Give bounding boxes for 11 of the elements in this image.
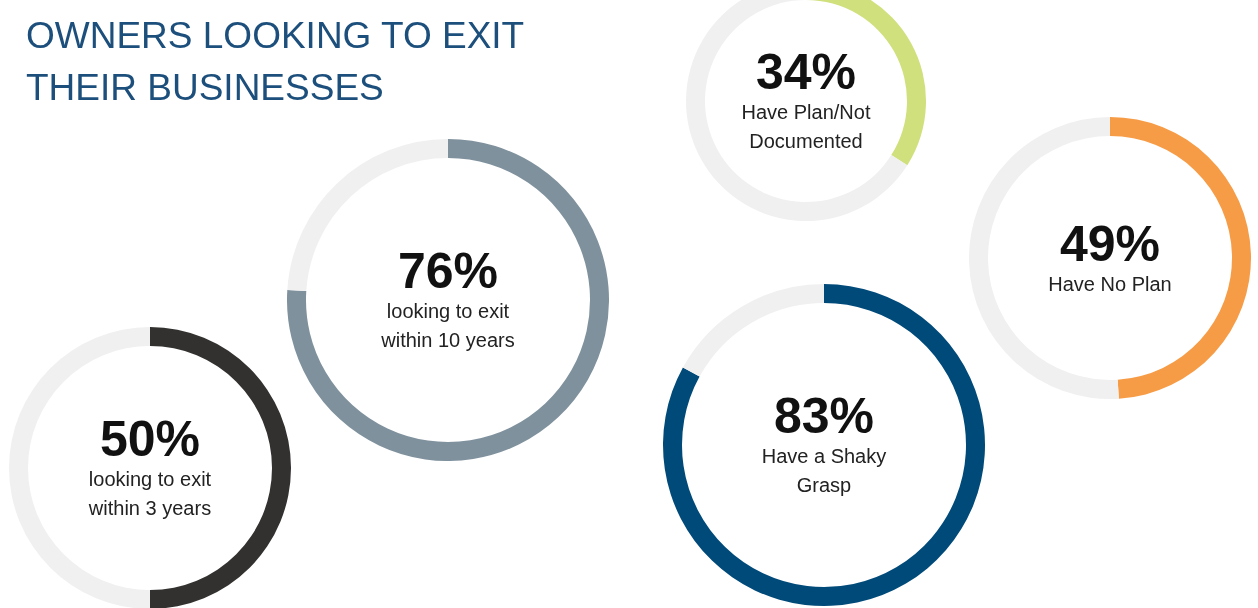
- data-label: 76%: [397, 243, 499, 299]
- slice-label: Have Plan/Not Documented: [741, 101, 871, 152]
- slice-label: looking to exit within 10 years: [381, 300, 515, 351]
- slice-label: Have a Shaky Grasp: [761, 445, 887, 496]
- slice-label: Have No Plan: [1048, 272, 1172, 295]
- data-label: 83%: [773, 388, 875, 444]
- data-label: 34%: [755, 44, 857, 100]
- text: OWNERS LOOKING TO EXIT THEIR BUSINESSES: [26, 14, 525, 110]
- slice-label: looking to exit within 3 years: [88, 468, 212, 519]
- data-label: 50%: [99, 411, 201, 467]
- data-label: 49%: [1059, 215, 1161, 272]
